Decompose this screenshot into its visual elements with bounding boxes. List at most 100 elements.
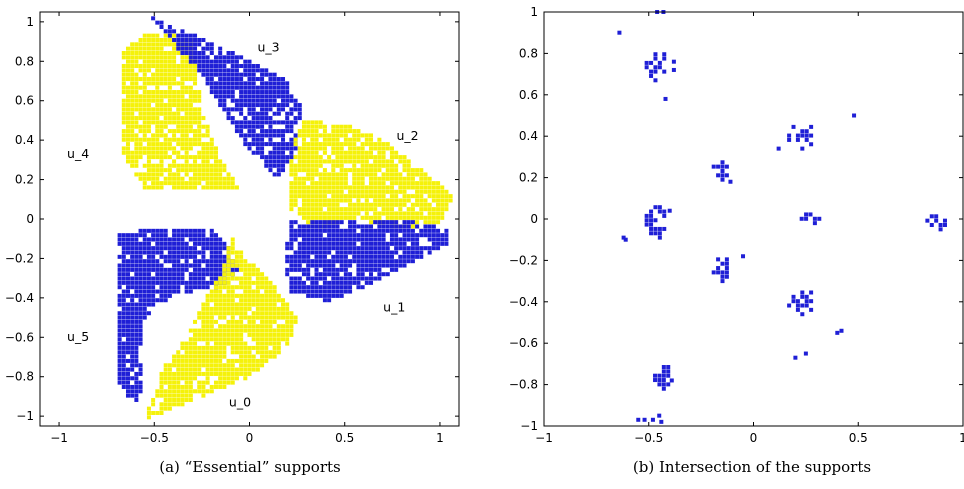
panel-a-point [381, 185, 386, 190]
panel-a-point [222, 337, 227, 342]
panel-a-point [134, 163, 139, 168]
panel-a-point [293, 259, 298, 264]
panel-a-point [184, 142, 189, 147]
panel-a-point [377, 146, 382, 151]
panel-a-point [268, 107, 273, 112]
panel-a-point [356, 285, 361, 290]
panel-a-point [394, 259, 399, 264]
panel-a-point [184, 85, 189, 90]
panel-a-point [117, 298, 122, 303]
panel-a-point [151, 72, 156, 77]
panel-a-point [264, 302, 269, 307]
panel-a-point [188, 285, 193, 290]
panel-a-point [172, 358, 177, 363]
panel-a-point [239, 98, 244, 103]
panel-a-point [297, 155, 302, 160]
panel-a-point [335, 189, 340, 194]
panel-a-point [394, 246, 399, 251]
panel-a-point [289, 120, 294, 125]
panel-a-point [142, 302, 147, 307]
panel-a-point [343, 129, 348, 134]
panel-a-point [138, 94, 143, 99]
panel-a-point [222, 328, 227, 333]
panel-a-point [415, 254, 420, 259]
panel-a-point [247, 319, 252, 324]
panel-a-point [394, 155, 399, 160]
panel-a-point [402, 159, 407, 164]
panel-a-point [130, 376, 135, 381]
panel-a-point [352, 185, 357, 190]
panel-a-point [264, 107, 269, 112]
panel-a-point [427, 220, 432, 225]
panel-a-point [213, 90, 218, 95]
panel-a-point [138, 142, 143, 147]
panel-a-point [197, 181, 202, 186]
panel-a-point [398, 211, 403, 216]
panel-a-point [260, 72, 265, 77]
panel-a-point [293, 163, 298, 168]
panel-a-point [205, 181, 210, 186]
panel-a-point [226, 272, 231, 277]
panel-a-point [180, 116, 185, 121]
panel-a-point [306, 211, 311, 216]
panel-a-point [331, 172, 336, 177]
panel-a-point [121, 289, 126, 294]
panel-a-point [209, 142, 214, 147]
panel-a-point [172, 163, 177, 168]
panel-a-point [343, 168, 348, 173]
panel-a-point [121, 367, 126, 372]
panel-a-point [255, 267, 260, 272]
panel-a-point [197, 367, 202, 372]
panel-a-point [176, 155, 181, 160]
panel-a-point [222, 64, 227, 69]
panel-a-point [121, 72, 126, 77]
panel-a-point [377, 220, 382, 225]
panel-b-point [720, 168, 725, 173]
panel-a-point [377, 155, 382, 160]
panel-a-point [352, 168, 357, 173]
panel-a-point [285, 332, 290, 337]
panel-a-point [167, 68, 172, 73]
panel-a-point [239, 337, 244, 342]
panel-a-point [121, 137, 126, 142]
panel-a-point [360, 233, 365, 238]
panel-a-point [415, 185, 420, 190]
panel-a-point [306, 272, 311, 277]
panel-a-point [251, 129, 256, 134]
panel-a-point [255, 293, 260, 298]
panel-a-point [272, 293, 277, 298]
panel-a-point [134, 337, 139, 342]
panel-a-point [151, 116, 156, 121]
panel-a-point [125, 384, 130, 389]
panel-a-point [285, 155, 290, 160]
panel-a-point [218, 103, 223, 108]
panel-a-point [402, 241, 407, 246]
panel-a-point [209, 72, 214, 77]
panel-a-point [159, 371, 164, 376]
panel-a-point [125, 103, 130, 108]
panel-a-point [293, 220, 298, 225]
panel-a-point [314, 246, 319, 251]
panel-a-point [155, 276, 160, 281]
panel-a-point [180, 176, 185, 181]
panel-a-point [201, 124, 206, 129]
panel-a-point [289, 254, 294, 259]
panel-a-point [247, 94, 252, 99]
panel-a-point [301, 155, 306, 160]
panel-a-point [151, 298, 156, 303]
panel-a-point [201, 64, 206, 69]
panel-a-point [360, 259, 365, 264]
panel-a-point [381, 207, 386, 212]
panel-a-point [230, 358, 235, 363]
panel-a-point [272, 146, 277, 151]
panel-a-point [260, 120, 265, 125]
panel-a-point [281, 94, 286, 99]
panel-a-point [218, 358, 223, 363]
panel-a-point [381, 241, 386, 246]
panel-a-point [125, 337, 130, 342]
panel-a-point [331, 233, 336, 238]
panel-a-point [427, 207, 432, 212]
panel-a-point [226, 81, 231, 86]
panel-a-point [406, 172, 411, 177]
panel-a-point [159, 267, 164, 272]
